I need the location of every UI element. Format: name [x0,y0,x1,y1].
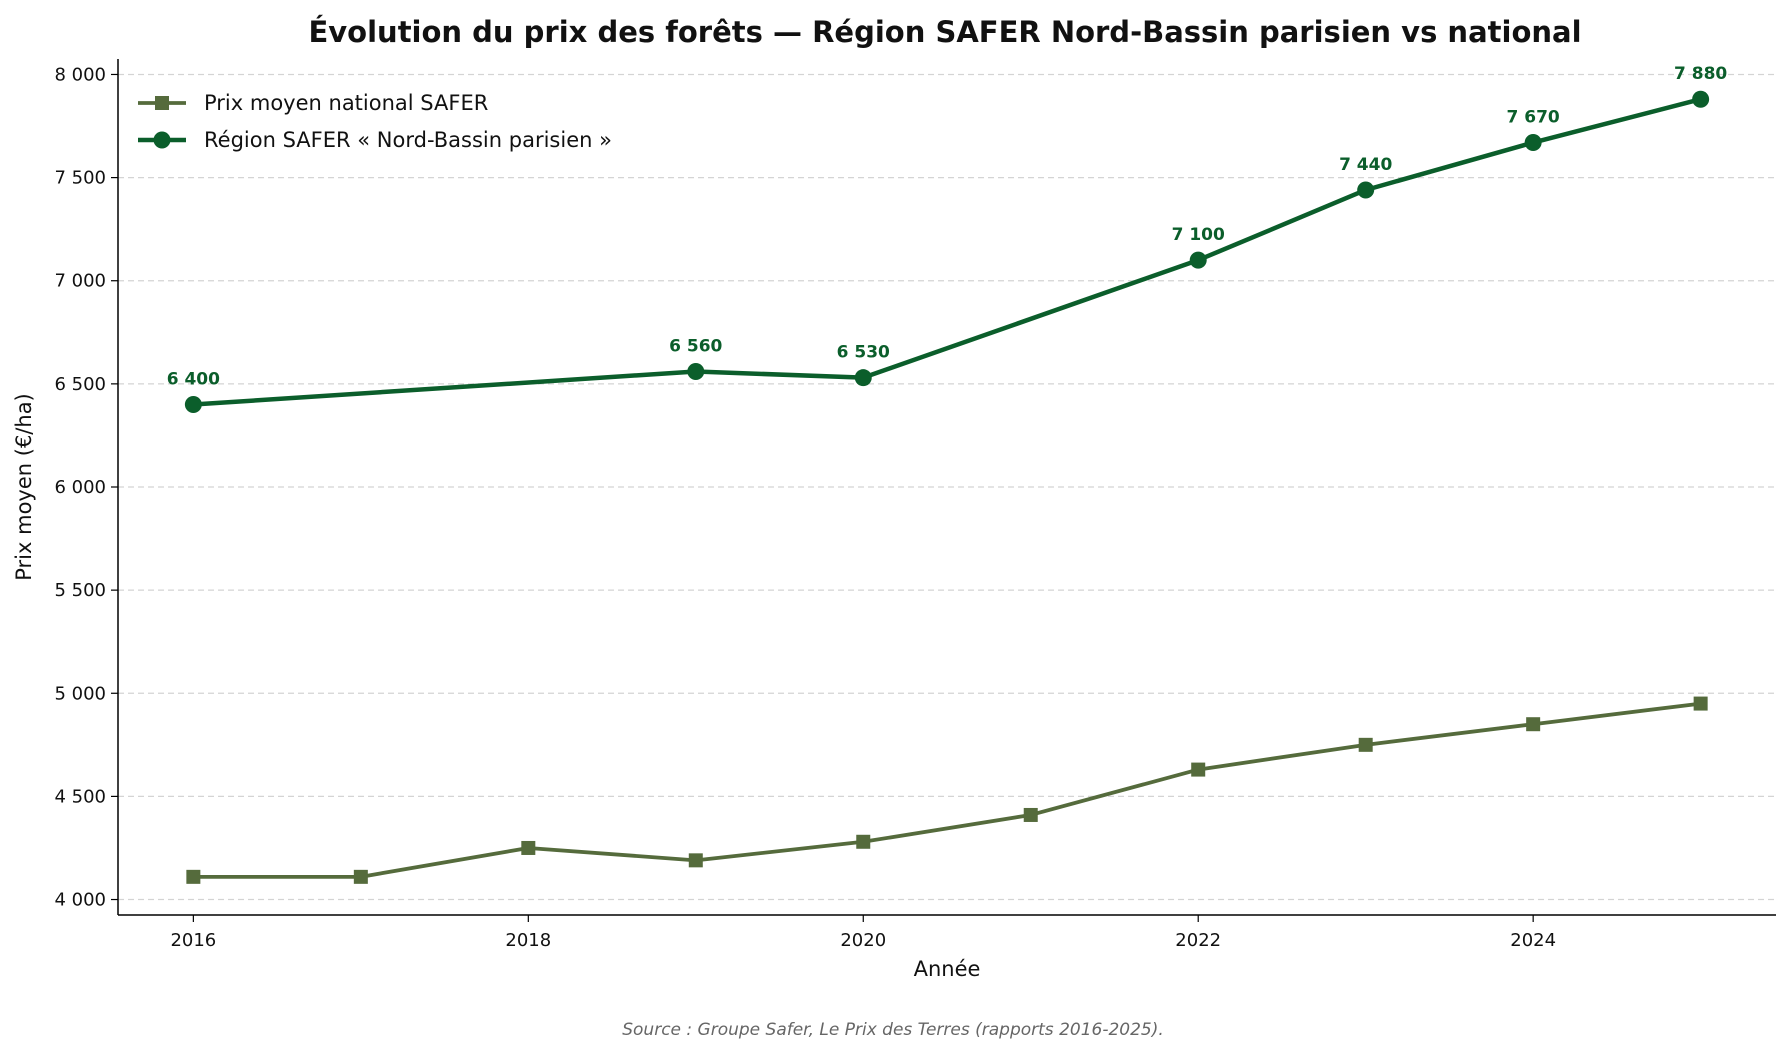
series-0 [186,696,1708,884]
data-point [688,853,703,868]
series-line [193,701,1701,879]
y-ticks: 4 000 4 500 5 000 5 500 6 000 6 500 7 000 7 500… [54,64,118,911]
series-layer: 6 400 6 560 6 530 7 100 7 440 7 670 7 880 [167,64,1727,884]
data-label: 6 400 [167,369,220,389]
legend: Prix moyen national SAFER Région SAFER « … [138,91,612,152]
data-point [687,362,705,380]
data-label: 7 440 [1339,155,1392,175]
x-ticks: 2016 2018 2020 2022 2024 [170,915,1556,951]
data-point [186,869,201,884]
data-label: 7 100 [1172,225,1225,245]
data-point [1526,717,1541,732]
data-label: 6 560 [669,336,722,356]
data-point [1358,737,1373,752]
legend-marker [155,96,169,110]
y-tick-label: 7 000 [54,271,106,292]
y-tick-label: 5 000 [54,683,106,704]
x-tick-label: 2024 [1510,930,1556,951]
data-point [521,840,536,855]
y-tick-label: 8 000 [54,64,106,85]
chart-title: Évolution du prix des forêts — Région SA… [308,15,1581,49]
series-1: 6 400 6 560 6 530 7 100 7 440 7 670 7 880 [167,64,1727,413]
data-point [1357,181,1375,199]
data-label: 7 670 [1507,108,1560,128]
x-tick-label: 2020 [840,930,886,951]
x-tick-label: 2016 [170,930,216,951]
data-point [856,834,871,849]
x-axis-label: Année [914,957,981,981]
legend-entry: Prix moyen national SAFER [204,91,488,115]
data-point [1693,696,1708,711]
axes [117,59,1776,916]
data-point [1191,762,1206,777]
data-point [1692,90,1710,108]
y-tick-label: 4 500 [54,786,106,807]
x-tick-label: 2018 [505,930,551,951]
y-tick-label: 7 500 [54,168,106,189]
legend-marker [153,131,171,149]
y-tick-label: 4 000 [54,890,106,911]
y-tick-label: 5 500 [54,580,106,601]
data-point [353,869,368,884]
y-tick-label: 6 000 [54,477,106,498]
grid-lines [118,73,1776,901]
data-point [1189,251,1207,269]
legend-entry: Région SAFER « Nord-Bassin parisien » [204,128,612,152]
data-point [854,369,872,387]
data-point [1524,134,1542,152]
y-axis-label: Prix moyen (€/ha) [12,393,36,581]
data-label: 6 530 [837,343,890,363]
source-note: Source : Groupe Safer, Le Prix des Terre… [622,1020,1164,1040]
y-tick-label: 6 500 [54,374,106,395]
data-point [1023,807,1038,822]
x-tick-label: 2022 [1175,930,1221,951]
data-label: 7 880 [1674,64,1727,84]
data-point [184,395,202,413]
